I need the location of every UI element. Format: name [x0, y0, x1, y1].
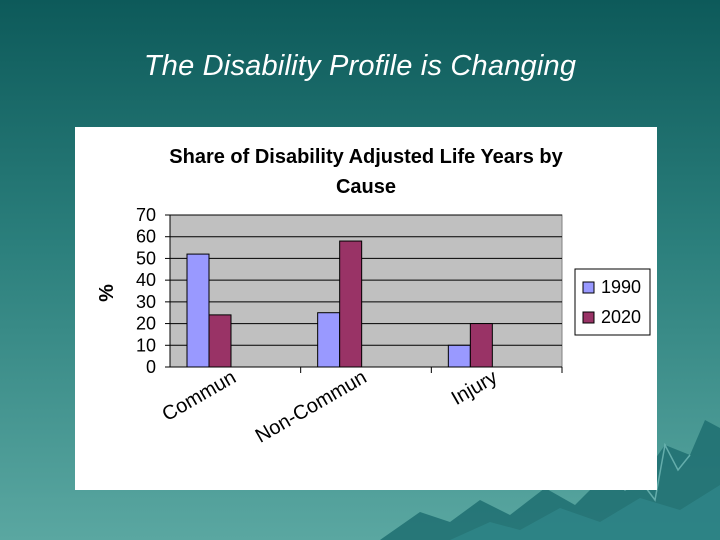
chart-title-line: Share of Disability Adjusted Life Years …: [169, 146, 563, 168]
bar-1990-injury: [447, 344, 471, 368]
legend-label-2020: 2020: [601, 307, 641, 327]
y-tick-label: 10: [136, 335, 156, 355]
legend-label-1990: 1990: [601, 277, 641, 297]
plot-area: [169, 214, 563, 368]
y-tick-label: 50: [136, 248, 156, 268]
y-axis-label: %: [96, 284, 118, 302]
y-tick-label: 30: [136, 292, 156, 312]
y-tick-label: 70: [136, 205, 156, 225]
bar-2020-commun: [208, 314, 232, 368]
bar-1990-commun: [186, 253, 210, 368]
chart-panel: Share of Disability Adjusted Life Years …: [75, 127, 657, 490]
bar-1990-non-commun: [317, 312, 341, 368]
category-label-non-commun: Non-Commun: [252, 366, 371, 447]
slide-title: The Disability Profile is Changing: [143, 50, 577, 82]
y-tick-label: 40: [136, 270, 156, 290]
legend: [574, 268, 651, 336]
legend-swatch-2020: [582, 311, 595, 324]
y-tick-label: 60: [136, 227, 156, 247]
chart-title-line: Cause: [336, 176, 396, 198]
bar-2020-injury: [469, 323, 493, 368]
category-label-injury: Injury: [448, 366, 501, 410]
bar-chart: Share of Disability Adjusted Life Years …: [96, 146, 651, 448]
y-tick-label: 0: [146, 357, 156, 377]
y-tick-label: 20: [136, 314, 156, 334]
legend-swatch-1990: [582, 281, 595, 294]
bar-2020-non-commun: [339, 240, 363, 368]
category-label-commun: Commun: [159, 366, 240, 426]
